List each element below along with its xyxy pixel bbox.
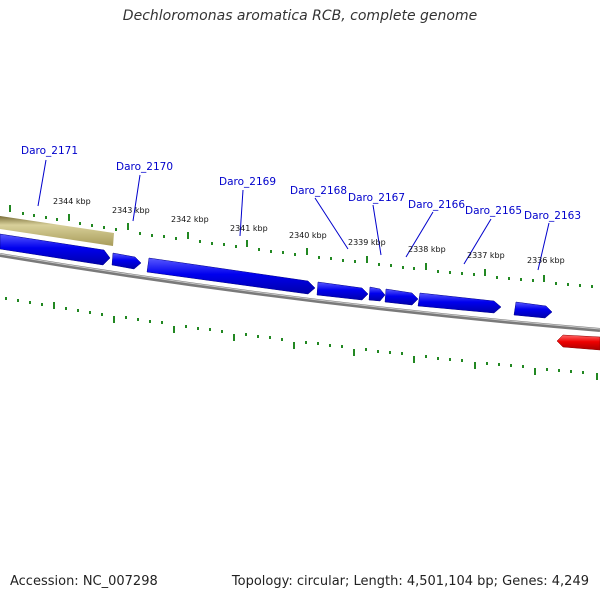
gene-arrow[interactable] bbox=[384, 288, 419, 306]
accession-label: Accession: NC_007298 bbox=[10, 574, 158, 589]
gene-label-daro-2165[interactable]: Daro_2165 bbox=[465, 205, 522, 217]
region-bar[interactable] bbox=[0, 216, 114, 246]
gene-arrow[interactable] bbox=[368, 286, 386, 302]
scale-label: 2336 kbp bbox=[527, 256, 565, 265]
gene-arrow[interactable] bbox=[0, 233, 111, 266]
map-title: Dechloromonas aromatica RCB, complete ge… bbox=[122, 8, 478, 24]
gene-arrow[interactable] bbox=[513, 301, 553, 319]
gene-label-daro-2163[interactable]: Daro_2163 bbox=[524, 210, 581, 222]
outer-scale-ticks bbox=[9, 205, 593, 288]
gene-label-daro-2169[interactable]: Daro_2169 bbox=[219, 176, 276, 188]
label-leader-lines bbox=[37, 159, 550, 271]
inner-scale-ticks bbox=[5, 297, 598, 380]
gene-arrow[interactable] bbox=[146, 257, 316, 295]
gene-arrow[interactable] bbox=[111, 252, 142, 270]
scale-label: 2338 kbp bbox=[408, 245, 446, 254]
gene-label-daro-2170[interactable]: Daro_2170 bbox=[116, 161, 173, 173]
gene-label-daro-2168[interactable]: Daro_2168 bbox=[290, 185, 347, 197]
scale-label: 2342 kbp bbox=[171, 215, 209, 224]
scale-label: 2343 kbp bbox=[112, 206, 150, 215]
genome-info: Topology: circular; Length: 4,501,104 bp… bbox=[231, 574, 589, 589]
genome-backbone bbox=[0, 253, 600, 332]
gene-arrows[interactable] bbox=[0, 233, 600, 351]
gene-label-daro-2167[interactable]: Daro_2167 bbox=[348, 192, 405, 204]
gene-arrow[interactable] bbox=[316, 281, 369, 301]
gene-label-daro-2166[interactable]: Daro_2166 bbox=[408, 199, 465, 211]
gene-arrow[interactable] bbox=[417, 292, 502, 314]
genome-backbone-highlight bbox=[0, 253, 600, 330]
scale-label: 2341 kbp bbox=[230, 224, 268, 233]
scale-label: 2340 kbp bbox=[289, 231, 327, 240]
gene-label-daro-2171[interactable]: Daro_2171 bbox=[21, 145, 78, 157]
scale-label: 2344 kbp bbox=[53, 197, 91, 206]
gene-arrow-highlighted[interactable] bbox=[556, 334, 600, 351]
scale-label: 2337 kbp bbox=[467, 251, 505, 260]
scale-label: 2339 kbp bbox=[348, 238, 386, 247]
